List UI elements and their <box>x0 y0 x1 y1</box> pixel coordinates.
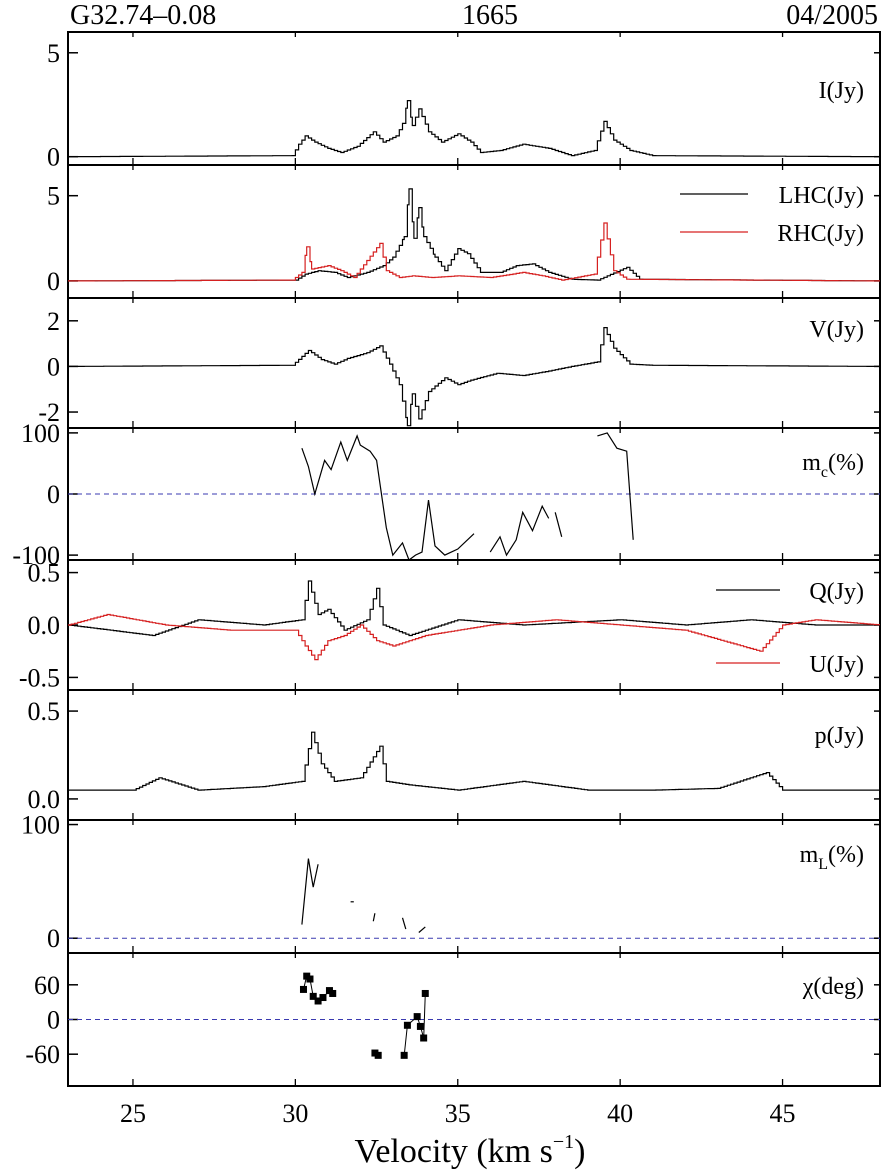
panel-frame-QU <box>67 559 881 691</box>
y-tick-label-chi-1: 0 <box>47 1006 60 1035</box>
panel-label-mc: mc(%) <box>802 450 864 481</box>
chi-point-7 <box>329 989 337 997</box>
y-tick-label-p-1: 0.5 <box>28 697 61 726</box>
panel-mL: 0 100 mL(%) <box>21 811 881 954</box>
series-p-0 <box>68 731 880 791</box>
x-axis: 25 30 35 40 45 <box>120 1099 796 1128</box>
segment-mc-3 <box>597 432 634 540</box>
y-tick-label-QU-0: -0.5 <box>19 663 60 692</box>
panel-label-chi: χ(deg) <box>802 974 864 1000</box>
y-tick-label-I-0: 0 <box>47 143 60 172</box>
x-tick-label-3: 40 <box>607 1099 633 1128</box>
observation-date: 04/2005 <box>786 0 878 31</box>
panel-LR: 0 5 LHC(Jy) RHC(Jy) <box>47 164 881 299</box>
legend-label-0: LHC(Jy) <box>779 183 864 209</box>
panel-label-V: V(Jy) <box>809 317 864 343</box>
segment-mL-3 <box>401 917 407 930</box>
panel-stack: 0 5 I(Jy) 0 5 LHC(Jy) RHC(Jy) -2 0 2 V(Jy) -100 0 100… <box>12 31 881 1087</box>
x-axis-label-superscript: −1 <box>553 1131 574 1153</box>
panel-frame-LR <box>67 164 881 299</box>
y-tick-label-V-0: -2 <box>38 398 60 427</box>
x-axis-label-close: ) <box>574 1133 585 1170</box>
panel-QU: -0.5 0.0 0.5 Q(Jy) U(Jy) <box>19 559 881 692</box>
segment-mc-1 <box>489 504 550 557</box>
series-QU-0 <box>68 580 880 637</box>
series-QU-1 <box>68 613 880 661</box>
y-tick-label-QU-1: 0.0 <box>28 611 61 640</box>
segment-mc-0 <box>301 434 475 561</box>
y-tick-label-mc-0: -100 <box>12 541 60 570</box>
x-tick-label-2: 35 <box>445 1099 471 1128</box>
chi-point-4 <box>314 997 322 1005</box>
chi-point-9 <box>374 1051 382 1059</box>
y-tick-label-mc-1: 0 <box>47 480 60 509</box>
source-name: G32.74–0.08 <box>70 0 216 31</box>
legend-label-qu-1: U(Jy) <box>809 652 864 678</box>
y-tick-label-chi-2: 60 <box>34 971 60 1000</box>
segment-mL-4 <box>418 926 426 933</box>
chi-point-12 <box>413 1013 421 1021</box>
segment-mL-0 <box>301 858 319 925</box>
panel-frame-V <box>67 297 881 429</box>
chi-point-5 <box>319 994 327 1002</box>
series-I-0 <box>68 100 880 158</box>
y-tick-label-p-0: 0.0 <box>28 785 61 814</box>
chi-point-10 <box>400 1051 408 1059</box>
panel-frame-mL <box>67 819 881 954</box>
y-tick-label-V-1: 0 <box>47 352 60 381</box>
panel-p: 0.0 0.5 p(Jy) <box>28 689 881 821</box>
panel-frame-p <box>67 689 881 821</box>
series-V-0 <box>68 327 880 427</box>
series-LR-0 <box>68 188 880 282</box>
chi-point-14 <box>420 1034 428 1042</box>
y-tick-label-chi-0: -60 <box>25 1040 60 1069</box>
y-tick-label-LR-0: 0 <box>47 267 60 296</box>
chi-point-11 <box>403 1021 411 1029</box>
segment-mL-2 <box>372 913 376 922</box>
series-LR-1 <box>68 222 880 282</box>
transition-frequency: 1665 <box>462 0 518 31</box>
y-tick-label-V-2: 2 <box>47 307 60 336</box>
x-tick-label-1: 30 <box>282 1099 308 1128</box>
legend-label-1: RHC(Jy) <box>777 221 864 247</box>
panel-V: -2 0 2 V(Jy) <box>38 297 881 429</box>
x-tick-label-0: 25 <box>120 1099 146 1128</box>
panel-mc: -100 0 100 mc(%) <box>12 419 881 570</box>
chi-point-13 <box>416 1022 424 1030</box>
panel-chi: -60 0 60 χ(deg) <box>25 952 881 1087</box>
panel-I: 0 5 I(Jy) <box>47 31 881 172</box>
y-tick-label-mL-1: 100 <box>21 811 60 840</box>
y-tick-label-I-1: 5 <box>47 39 60 68</box>
x-axis-label: Velocity (km s−1) <box>355 1131 586 1170</box>
x-tick-label-4: 45 <box>770 1099 796 1128</box>
panel-label-mL: mL(%) <box>800 842 864 873</box>
chi-point-2 <box>306 975 314 983</box>
y-tick-label-LR-1: 5 <box>47 182 60 211</box>
y-tick-label-QU-2: 0.5 <box>28 559 61 588</box>
chi-point-0 <box>299 985 307 993</box>
legend-label-qu-0: Q(Jy) <box>809 579 864 605</box>
y-tick-label-mL-0: 0 <box>47 924 60 953</box>
y-tick-label-mc-2: 100 <box>21 419 60 448</box>
panel-label-p: p(Jy) <box>815 723 864 749</box>
chi-point-15 <box>421 989 429 997</box>
segment-mc-2 <box>554 512 563 537</box>
chi-connector-1 <box>403 993 426 1056</box>
chi-point-3 <box>309 992 317 1000</box>
panel-label-I: I(Jy) <box>819 78 864 104</box>
